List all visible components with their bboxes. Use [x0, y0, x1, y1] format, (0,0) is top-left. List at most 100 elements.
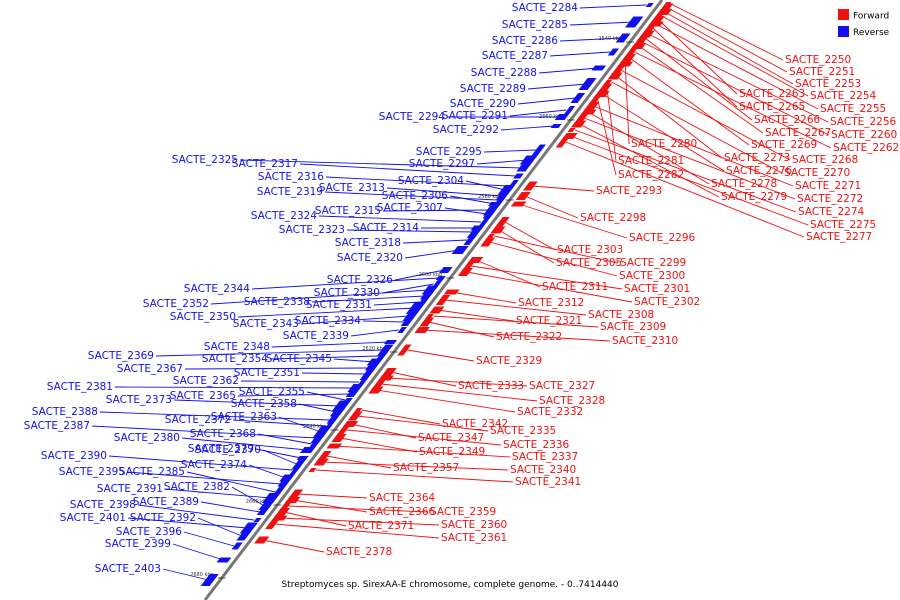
reverse-feature[interactable] [570, 93, 586, 103]
gene-label-sacte_2301[interactable]: SACTE_2301 [624, 283, 690, 295]
gene-label-sacte_2369[interactable]: SACTE_2369 [88, 350, 154, 362]
gene-label-sacte_2398[interactable]: SACTE_2398 [70, 499, 136, 511]
reverse-feature[interactable] [550, 124, 562, 128]
reverse-feature[interactable] [377, 344, 394, 356]
gene-label-sacte_2387[interactable]: SACTE_2387 [24, 420, 90, 432]
gene-label-sacte_2299[interactable]: SACTE_2299 [620, 257, 686, 269]
reverse-feature[interactable] [256, 509, 269, 515]
gene-label-sacte_2297[interactable]: SACTE_2297 [409, 158, 475, 170]
gene-label-sacte_2355[interactable]: SACTE_2355 [239, 386, 305, 398]
gene-label-sacte_2331[interactable]: SACTE_2331 [306, 299, 372, 311]
gene-label-sacte_2366[interactable]: SACTE_2366 [369, 506, 436, 518]
gene-label-sacte_2291[interactable]: SACTE_2291 [442, 110, 508, 122]
gene-label-sacte_2250[interactable]: SACTE_2250 [785, 54, 851, 66]
reverse-feature[interactable] [216, 557, 232, 563]
gene-label-sacte_2338[interactable]: SACTE_2338 [244, 296, 310, 308]
forward-feature[interactable] [443, 289, 460, 295]
gene-label-sacte_2343[interactable]: SACTE_2343 [233, 318, 299, 330]
reverse-feature[interactable] [261, 493, 281, 503]
gene-label-sacte_2310[interactable]: SACTE_2310 [612, 335, 678, 347]
reverse-feature[interactable] [516, 164, 531, 172]
gene-label-sacte_2341[interactable]: SACTE_2341 [515, 476, 581, 488]
gene-label-sacte_2280[interactable]: SACTE_2280 [631, 138, 697, 150]
gene-label-sacte_2385[interactable]: SACTE_2385 [119, 466, 185, 478]
gene-label-sacte_2379[interactable]: SACTE_2379 [188, 443, 254, 455]
gene-label-sacte_2303[interactable]: SACTE_2303 [557, 244, 623, 256]
gene-label-sacte_2360[interactable]: SACTE_2360 [441, 519, 507, 531]
reverse-feature[interactable] [439, 267, 453, 273]
gene-label-sacte_2392[interactable]: SACTE_2392 [130, 512, 196, 524]
reverse-feature[interactable] [578, 78, 597, 90]
gene-label-sacte_2344[interactable]: SACTE_2344 [184, 283, 251, 295]
gene-label-sacte_2278[interactable]: SACTE_2278 [711, 178, 777, 190]
reverse-feature[interactable] [463, 235, 478, 245]
reverse-feature[interactable] [607, 48, 620, 56]
gene-label-sacte_2260[interactable]: SACTE_2260 [831, 129, 897, 141]
gene-label-sacte_2367[interactable]: SACTE_2367 [117, 363, 183, 375]
gene-label-sacte_2270[interactable]: SACTE_2270 [784, 167, 850, 179]
forward-feature[interactable] [510, 201, 527, 207]
reverse-feature[interactable] [258, 502, 274, 510]
gene-label-sacte_2388[interactable]: SACTE_2388 [32, 406, 98, 418]
gene-label-sacte_2311[interactable]: SACTE_2311 [542, 281, 608, 293]
gene-label-sacte_2334[interactable]: SACTE_2334 [295, 315, 362, 327]
gene-label-sacte_2350[interactable]: SACTE_2350 [170, 311, 236, 323]
gene-label-sacte_2281[interactable]: SACTE_2281 [618, 155, 684, 167]
gene-label-sacte_2359[interactable]: SACTE_2359 [430, 506, 496, 518]
reverse-feature[interactable] [347, 384, 364, 392]
forward-feature[interactable] [368, 386, 384, 394]
gene-label-sacte_2324[interactable]: SACTE_2324 [251, 210, 318, 222]
gene-label-sacte_2273[interactable]: SACTE_2273 [724, 152, 790, 164]
gene-label-sacte_2332[interactable]: SACTE_2332 [517, 406, 583, 418]
reverse-feature[interactable] [397, 327, 407, 333]
reverse-feature[interactable] [375, 351, 389, 361]
forward-feature[interactable] [336, 424, 351, 436]
forward-feature[interactable] [397, 344, 412, 356]
reverse-feature[interactable] [200, 574, 219, 586]
reverse-feature[interactable] [289, 465, 302, 475]
reverse-feature[interactable] [479, 218, 490, 226]
gene-label-sacte_2351[interactable]: SACTE_2351 [234, 367, 300, 379]
reverse-feature[interactable] [329, 407, 346, 417]
gene-label-sacte_2284[interactable]: SACTE_2284 [512, 2, 579, 14]
gene-label-sacte_2361[interactable]: SACTE_2361 [441, 532, 507, 544]
forward-feature[interactable] [515, 192, 531, 200]
gene-label-sacte_2266[interactable]: SACTE_2266 [754, 114, 821, 126]
reverse-feature[interactable] [554, 114, 570, 120]
gene-label-sacte_2368[interactable]: SACTE_2368 [190, 428, 256, 440]
gene-label-sacte_2319[interactable]: SACTE_2319 [257, 186, 323, 198]
forward-feature[interactable] [597, 83, 613, 93]
forward-feature[interactable] [347, 411, 363, 421]
forward-feature[interactable] [326, 443, 343, 449]
gene-label-sacte_2271[interactable]: SACTE_2271 [795, 180, 861, 192]
forward-feature[interactable] [567, 128, 576, 132]
reverse-feature[interactable] [231, 542, 243, 550]
gene-label-sacte_2277[interactable]: SACTE_2277 [806, 231, 872, 243]
gene-label-sacte_2315[interactable]: SACTE_2315 [315, 205, 381, 217]
gene-label-sacte_2312[interactable]: SACTE_2312 [518, 297, 584, 309]
gene-label-sacte_2300[interactable]: SACTE_2300 [619, 270, 685, 282]
gene-label-sacte_2322[interactable]: SACTE_2322 [496, 331, 562, 343]
reverse-feature[interactable] [625, 16, 644, 28]
forward-feature[interactable] [584, 102, 600, 110]
forward-feature[interactable] [308, 468, 317, 472]
reverse-feature[interactable] [421, 285, 439, 295]
gene-label-sacte_2371[interactable]: SACTE_2371 [348, 520, 414, 532]
reverse-feature[interactable] [482, 209, 497, 219]
forward-feature[interactable] [414, 327, 430, 333]
gene-label-sacte_2304[interactable]: SACTE_2304 [398, 175, 465, 187]
reverse-feature[interactable] [366, 358, 383, 366]
forward-feature[interactable] [604, 80, 613, 84]
gene-label-sacte_2285[interactable]: SACTE_2285 [502, 19, 568, 31]
forward-feature[interactable] [265, 519, 280, 529]
gene-label-sacte_2396[interactable]: SACTE_2396 [116, 526, 183, 538]
forward-feature[interactable] [429, 306, 445, 314]
gene-label-sacte_2289[interactable]: SACTE_2289 [460, 83, 526, 95]
gene-label-sacte_2373[interactable]: SACTE_2373 [106, 394, 172, 406]
gene-label-sacte_2321[interactable]: SACTE_2321 [516, 315, 582, 327]
gene-label-sacte_2380[interactable]: SACTE_2380 [114, 432, 180, 444]
gene-label-sacte_2269[interactable]: SACTE_2269 [751, 139, 817, 151]
reverse-feature[interactable] [519, 155, 538, 165]
reverse-feature[interactable] [513, 173, 524, 179]
gene-label-sacte_2370[interactable]: SACTE_2370 [195, 444, 261, 456]
